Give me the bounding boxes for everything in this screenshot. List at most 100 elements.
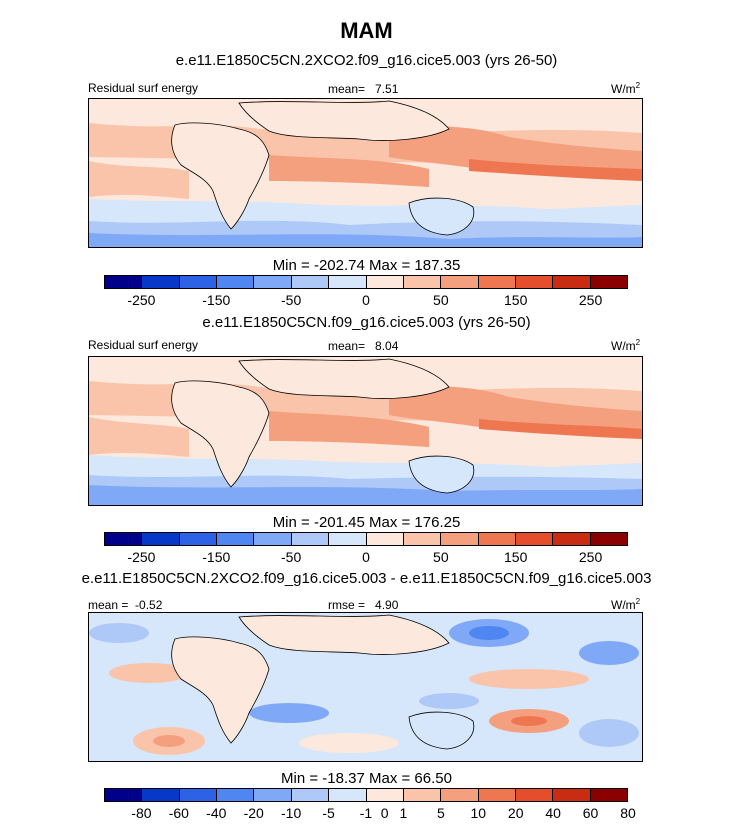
panel-2-eurasia xyxy=(238,358,450,399)
panel-2-colorbar-box-1 xyxy=(105,533,143,545)
panel-3-tick-label: 10 xyxy=(470,805,487,821)
panel-1-southern-deep xyxy=(89,233,642,247)
panel-1-min-max: Min = -202.74 Max = 187.35 xyxy=(272,257,461,274)
panel-2-australia xyxy=(408,455,475,494)
panel-3-title: e.e11.E1850C5CN.2XCO2.f09_g16.cice5.003 … xyxy=(81,570,652,587)
panel-1-colorbar-box-5 xyxy=(254,276,292,288)
panel-1-eurasia xyxy=(238,100,450,141)
panel-3-tick-label: -60 xyxy=(168,805,189,821)
panel-3-colorbar-box-3 xyxy=(179,789,218,801)
panel-1-colorbar-box-10 xyxy=(441,276,479,288)
panel-2-colorbar-ticks: -250 -150 -50 0 50 150 250 xyxy=(104,549,628,567)
panel-3-anom-6 xyxy=(109,663,189,683)
panel-2-mean-value: 8.04 xyxy=(375,339,399,353)
panel-3-anom-12 xyxy=(249,703,329,723)
panel-2-colorbar-box-12 xyxy=(515,533,554,545)
panel-3-mean-label: mean = -0.52 xyxy=(88,598,163,612)
panel-3-anom-7 xyxy=(469,669,589,689)
panel-3-colorbar-box-4 xyxy=(217,789,255,801)
panel-3-tick-label: -40 xyxy=(206,805,227,821)
panel-2-colorbar-box-13 xyxy=(553,533,591,545)
panel-2-map xyxy=(88,356,643,506)
panel-2-colorbar-box-7 xyxy=(329,533,367,545)
panel-3-colorbar-box-13 xyxy=(553,789,591,801)
panel-3-eurasia xyxy=(238,614,450,655)
panel-1-map xyxy=(88,98,643,248)
panel-3-tick-label: 40 xyxy=(545,805,561,821)
panel-2-tick-label: -50 xyxy=(281,549,302,565)
panel-1-colorbar-box-14 xyxy=(590,276,628,288)
panel-1-atlantic-warm xyxy=(89,161,189,199)
panel-1-colorbar-box-6 xyxy=(291,276,330,288)
panel-3-colorbar-box-7 xyxy=(329,789,367,801)
panel-3-anom-15 xyxy=(299,733,399,753)
panel-3-tick-label: 60 xyxy=(582,805,599,821)
panel-1-variable-label: Residual surf energy xyxy=(88,81,199,95)
panel-3-anom-9 xyxy=(511,716,547,726)
panel-1-units: W/m2 xyxy=(611,81,641,96)
panel-3-colorbar-box-5 xyxy=(254,789,292,801)
panel-1-mean-value: 7.51 xyxy=(375,82,399,96)
panel-2-colorbar-box-6 xyxy=(291,533,330,545)
panel-2-colorbar-box-2 xyxy=(142,533,180,545)
panel-3-anom-13 xyxy=(419,693,479,709)
panel-3-anom-11 xyxy=(153,735,185,747)
panel-3-field xyxy=(89,613,642,761)
panel-1-africa xyxy=(171,122,270,230)
panel-3-colorbar-box-10 xyxy=(441,789,479,801)
panel-1-australia xyxy=(408,197,475,236)
panel-1-colorbar-box-1 xyxy=(105,276,143,288)
panel-1-colorbar-box-7 xyxy=(329,276,367,288)
panel-2-indian-warm xyxy=(269,411,429,447)
panel-1-tick-label: 50 xyxy=(433,292,449,308)
panel-2-colorbar-box-11 xyxy=(478,533,516,545)
panel-3-tick-label: 5 xyxy=(436,805,445,821)
panel-2-colorbar-box-9 xyxy=(403,533,442,545)
panel-3-colorbar-box-14 xyxy=(590,789,628,801)
panel-2-mean-label: mean= 8.04 xyxy=(328,339,399,353)
panel-2-variable-label: Residual surf energy xyxy=(88,338,199,352)
panel-1-tick-label: 0 xyxy=(362,292,370,308)
panel-1-tick-label: 250 xyxy=(578,292,603,308)
panel-3-colorbar-box-12 xyxy=(515,789,554,801)
panel-3-tick-label: -1 xyxy=(359,805,373,821)
panel-3-tick-label: 1 xyxy=(399,805,408,821)
panel-2-southern-deep xyxy=(89,485,642,505)
panel-2-colorbar-box-4 xyxy=(217,533,255,545)
panel-3-tick-label: 80 xyxy=(620,805,636,821)
panel-1-pacific-warm xyxy=(389,119,642,179)
panel-2-units: W/m2 xyxy=(611,338,641,353)
panel-3-colorbar-box-6 xyxy=(291,789,330,801)
panel-3-tick-label: -20 xyxy=(243,805,264,821)
panel-1-colorbar-box-2 xyxy=(142,276,180,288)
panel-2-tick-label: -150 xyxy=(202,549,231,565)
panel-1-tick-label: -250 xyxy=(127,292,156,308)
panel-1-colorbar xyxy=(104,275,628,289)
panel-3-anom-1 xyxy=(89,623,149,643)
panel-1-colorbar-box-12 xyxy=(515,276,554,288)
panel-2-tick-label: 250 xyxy=(578,549,603,565)
panel-2-colorbar-box-3 xyxy=(179,533,218,545)
panel-1-tick-label: 150 xyxy=(504,292,528,308)
panel-1-colorbar-box-8 xyxy=(366,276,404,288)
panel-2-tick-label: 50 xyxy=(433,549,449,565)
panel-2-tick-label: 0 xyxy=(362,549,370,565)
panel-1-colorbar-ticks: -250 -150 -50 0 50 150 250 xyxy=(104,292,628,310)
panel-2-field xyxy=(89,357,642,505)
panel-2-tick-label: -250 xyxy=(127,549,156,565)
panel-2-title: e.e11.E1850C5CN.f09_g16.cice5.003 (yrs 2… xyxy=(202,314,531,331)
panel-3-anom-4 xyxy=(579,641,639,665)
panel-1-colorbar-box-3 xyxy=(179,276,218,288)
panel-1-tick-label: -150 xyxy=(202,292,231,308)
panel-2-min-max: Min = -201.45 Max = 176.25 xyxy=(272,514,461,531)
panel-3-africa xyxy=(171,636,270,744)
panel-2-colorbar-box-8 xyxy=(366,533,404,545)
panel-2-atlantic-warm xyxy=(89,417,189,457)
panel-3-australia xyxy=(408,711,475,750)
panel-1-colorbar-box-13 xyxy=(553,276,591,288)
panel-2-tick-label: 150 xyxy=(504,549,528,565)
panel-3-anom-14 xyxy=(579,719,639,747)
panel-3-colorbar-box-1 xyxy=(105,789,143,801)
panel-3-colorbar-box-8 xyxy=(366,789,404,801)
panel-1-mean-label: mean= 7.51 xyxy=(328,82,399,96)
